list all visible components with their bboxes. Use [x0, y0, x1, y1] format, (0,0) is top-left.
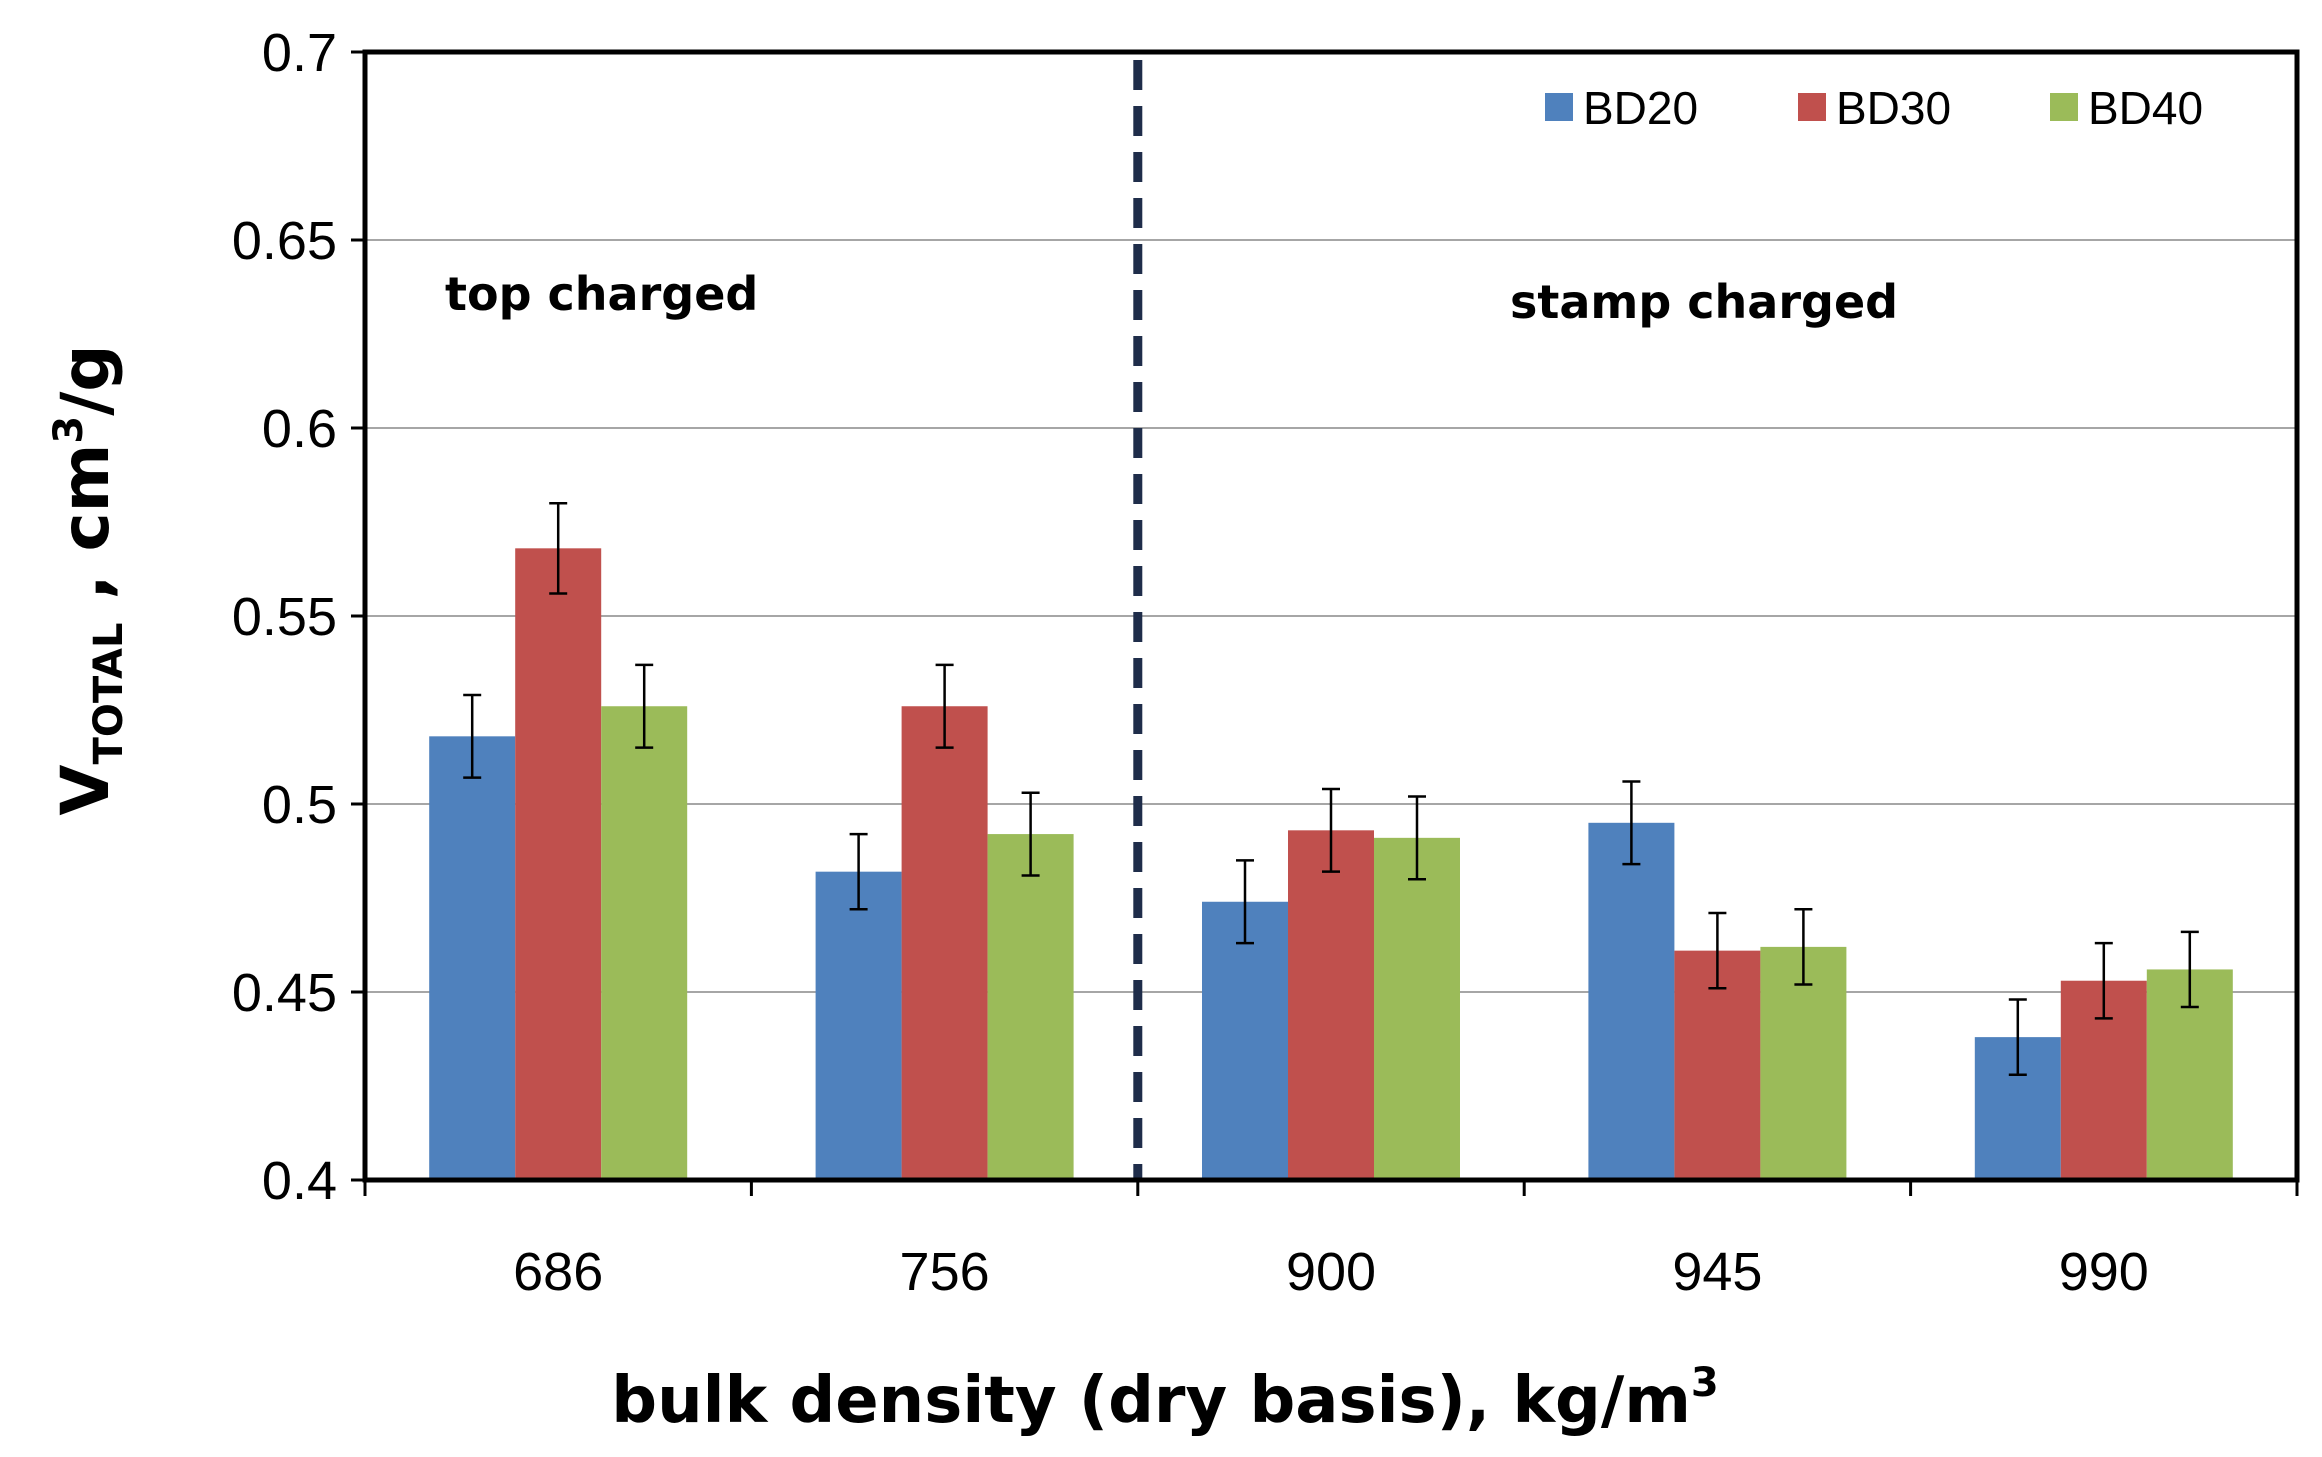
bar-bd30-756	[901, 706, 988, 1180]
x-axis-title-superscript: 3	[1691, 1360, 1719, 1406]
y-tick-label: 0.5	[262, 775, 337, 835]
y-axis-ticks: 0.4 0.45 0.5 0.55 0.6 0.65 0.7	[232, 23, 365, 1211]
x-axis-ticks: 686 756 900 945 990	[363, 1180, 2299, 1302]
error-bars	[463, 501, 2199, 1076]
top-charged-label: top charged	[445, 267, 758, 321]
bar-bd20-686	[429, 736, 516, 1180]
bar-bd20-756	[815, 871, 902, 1180]
bar-bd20-900	[1202, 901, 1288, 1180]
bar-bd30-900	[1288, 830, 1374, 1180]
bars	[429, 548, 2233, 1180]
x-tick-label: 900	[1286, 1242, 1376, 1302]
y-tick-label: 0.45	[232, 963, 337, 1023]
y-tick-label: 0.55	[232, 587, 337, 647]
x-tick-label: 945	[1672, 1242, 1762, 1302]
stamp-charged-label: stamp charged	[1510, 275, 1898, 329]
x-tick-label: 756	[900, 1242, 990, 1302]
bar-bd30-686	[515, 548, 602, 1180]
legend-label-bd20: BD20	[1583, 82, 1698, 134]
x-tick-label: 990	[2059, 1242, 2149, 1302]
bar-bd20-945	[1588, 822, 1675, 1180]
y-tick-label: 0.4	[262, 1151, 337, 1211]
legend-swatch-bd30	[1798, 93, 1826, 121]
bar-bd40-945	[1760, 946, 1847, 1180]
legend: BD20 BD30 BD40	[1545, 82, 2203, 134]
y-axis-title-subscript: TOTAL	[86, 623, 132, 765]
legend-label-bd40: BD40	[2088, 82, 2203, 134]
bar-bd40-686	[601, 706, 688, 1180]
x-axis-title: bulk density (dry basis), kg/m3	[611, 1360, 1718, 1438]
y-axis-title-superscript: 3	[46, 416, 92, 444]
y-tick-label: 0.7	[262, 23, 337, 83]
y-tick-label: 0.65	[232, 211, 337, 271]
x-tick-label: 686	[513, 1242, 603, 1302]
legend-label-bd30: BD30	[1836, 82, 1951, 134]
bar-bd40-756	[987, 834, 1074, 1180]
legend-swatch-bd40	[2050, 93, 2078, 121]
bar-bd40-900	[1374, 837, 1460, 1180]
legend-swatch-bd20	[1545, 93, 1573, 121]
y-tick-label: 0.6	[262, 399, 337, 459]
y-axis-title: VTOTAL , cm3/g	[46, 344, 132, 815]
